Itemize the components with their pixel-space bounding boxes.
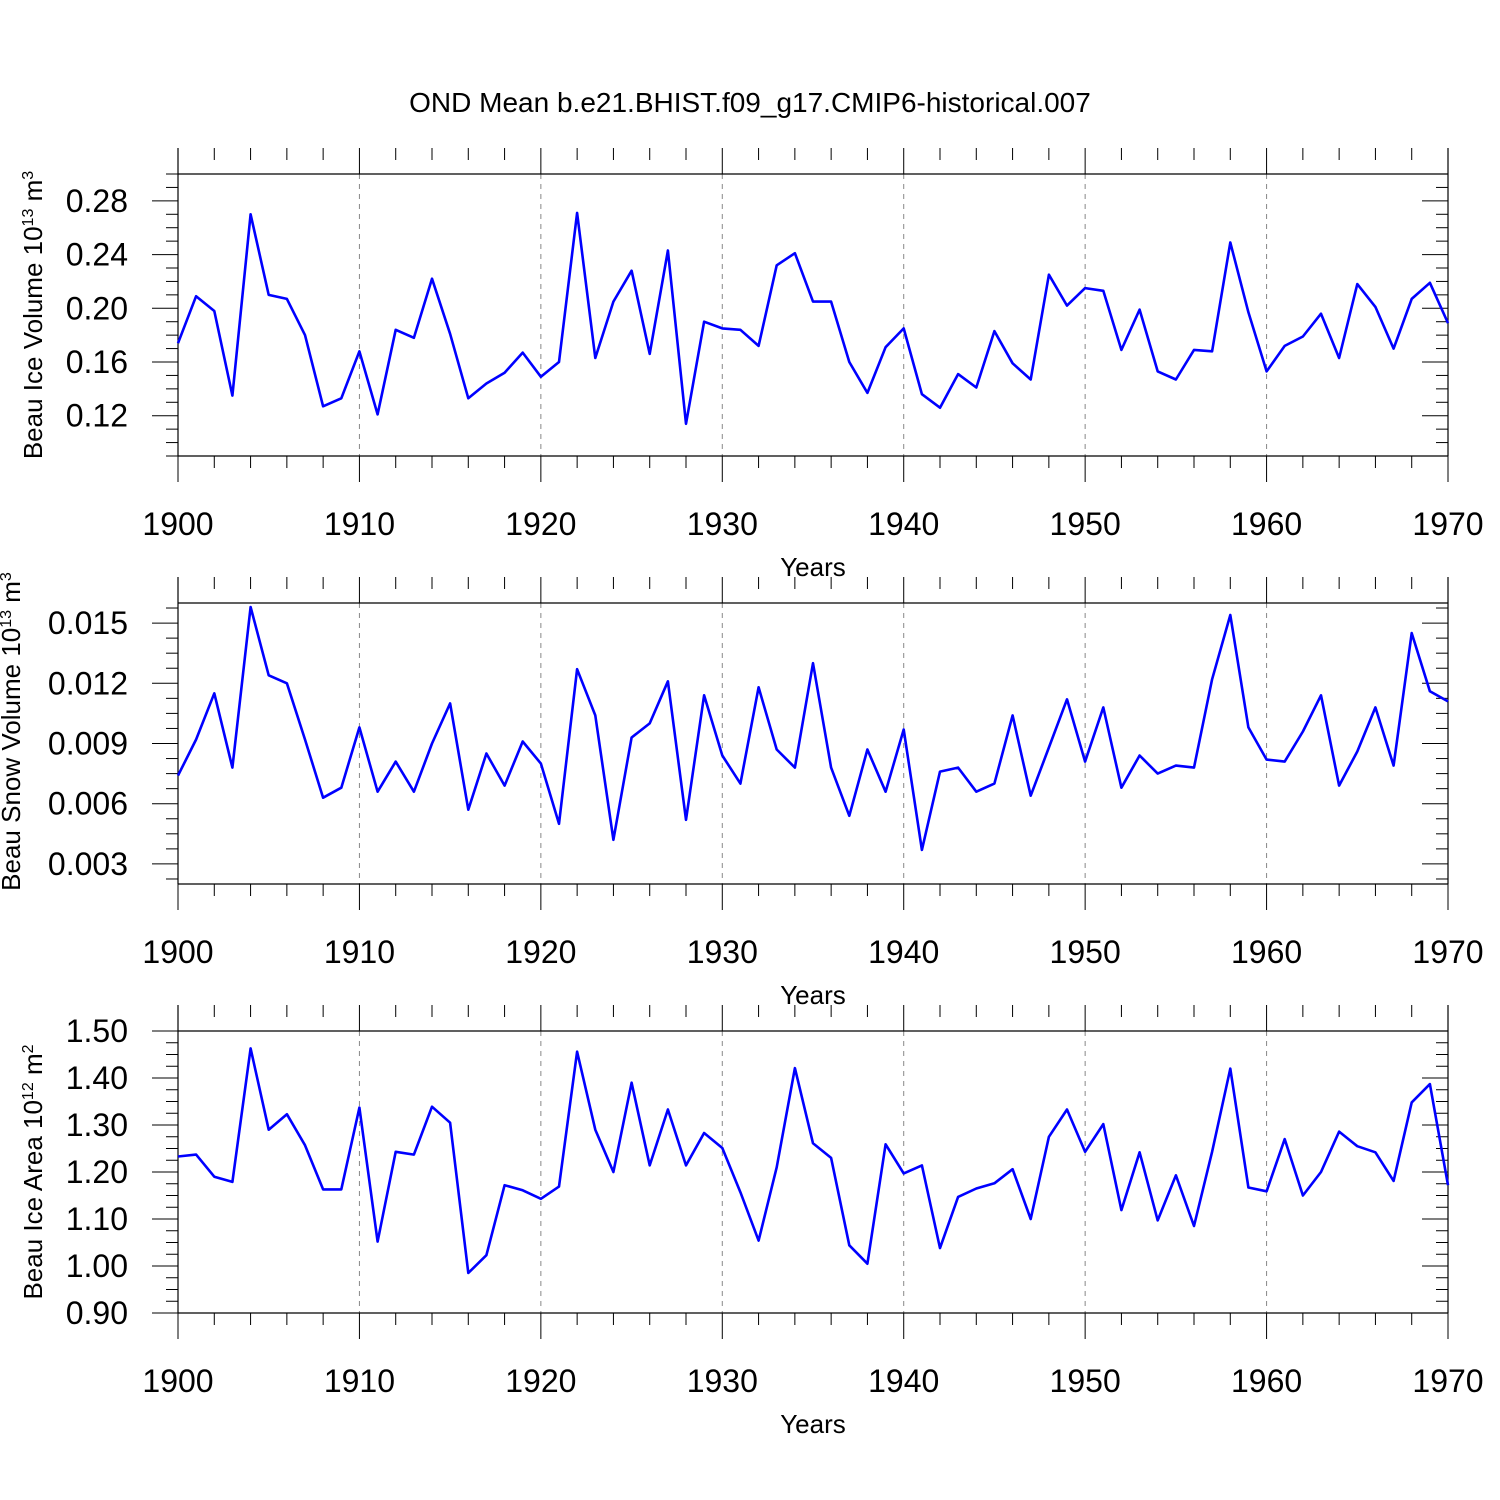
x-tick-label: 1920	[505, 934, 576, 970]
y-tick-label: 0.28	[66, 183, 128, 219]
x-tick-label: 1940	[868, 934, 939, 970]
x-tick-label: 1970	[1412, 934, 1483, 970]
y-axis-label-superscript: 13	[20, 209, 37, 227]
y-tick-label: 0.90	[66, 1295, 128, 1331]
y-axis-label-part: m	[18, 1053, 48, 1082]
y-tick-label: 0.012	[48, 665, 128, 701]
y-tick-label: 1.20	[66, 1154, 128, 1190]
x-tick-label: 1920	[505, 506, 576, 542]
series-line	[176, 211, 1450, 426]
y-axis-label-part: m	[18, 180, 48, 209]
x-tick-label: 1910	[324, 1363, 395, 1399]
x-tick-label: 1930	[687, 506, 758, 542]
x-tick-label: 1940	[868, 506, 939, 542]
x-tick-label: 1910	[324, 506, 395, 542]
y-axis-label-superscript: 13	[0, 610, 15, 628]
y-tick-label: 0.003	[48, 846, 128, 882]
y-tick-label: 0.015	[48, 605, 128, 641]
y-axis-label: Beau Snow Volume 1013 m3	[0, 572, 26, 891]
x-tick-label: 1950	[1050, 934, 1121, 970]
y-axis-label-part: Beau Ice Area 10	[18, 1100, 48, 1299]
panel-ice-area: 1900 1910 1920 1930 1940 1950 1960 1970 Years 0.9…	[18, 1005, 1484, 1439]
x-tick-label: 1930	[687, 1363, 758, 1399]
y-tick-label: 0.20	[66, 290, 128, 326]
x-tick-label: 1930	[687, 934, 758, 970]
y-tick-label: 1.00	[66, 1248, 128, 1284]
x-axis-label: Years	[780, 1409, 846, 1439]
y-tick-label: 0.009	[48, 726, 128, 762]
x-tick-label: 1920	[505, 1363, 576, 1399]
y-axis-label-superscript: 2	[20, 1044, 37, 1053]
panel-ice-volume: 1900 1910 1920 1930 1940 1950 1960 1970 Years 0.1…	[18, 148, 1484, 582]
y-tick-label: 0.006	[48, 786, 128, 822]
x-tick-label: 1960	[1231, 934, 1302, 970]
y-axis-label: Beau Ice Area 1012 m2	[18, 1044, 48, 1299]
series-line	[176, 605, 1449, 852]
y-tick-label: 1.50	[66, 1013, 128, 1049]
x-tick-label: 1960	[1231, 506, 1302, 542]
x-axis-label: Years	[780, 980, 846, 1010]
y-tick-label: 1.30	[66, 1107, 128, 1143]
y-tick-label: 1.10	[66, 1201, 128, 1237]
panel-snow-volume: 1900 1910 1920 1930 1940 1950 1960 1970 Years 0.0…	[0, 572, 1484, 1010]
y-axis-label-superscript: 12	[20, 1082, 37, 1100]
y-axis-label-superscript: 3	[20, 171, 37, 180]
y-axis-label-part: Beau Snow Volume 10	[0, 628, 26, 891]
y-axis-label-part: Beau Ice Volume 10	[18, 226, 48, 459]
x-tick-label: 1960	[1231, 1363, 1302, 1399]
figure-title: OND Mean b.e21.BHIST.f09_g17.CMIP6-histo…	[409, 87, 1091, 118]
y-axis-label-part: m	[0, 581, 26, 610]
x-tick-label: 1970	[1412, 1363, 1483, 1399]
x-axis-label: Years	[780, 552, 846, 582]
y-tick-label: 0.16	[66, 344, 128, 380]
x-tick-label: 1940	[868, 1363, 939, 1399]
x-tick-label: 1900	[142, 506, 213, 542]
y-axis-label-superscript: 3	[0, 572, 15, 581]
y-axis-label: Beau Ice Volume 1013 m3	[18, 171, 48, 459]
series-line	[177, 1047, 1450, 1275]
x-tick-label: 1950	[1050, 506, 1121, 542]
x-tick-label: 1900	[142, 934, 213, 970]
y-tick-label: 0.12	[66, 398, 128, 434]
x-tick-label: 1910	[324, 934, 395, 970]
x-tick-label: 1970	[1412, 506, 1483, 542]
y-tick-label: 1.40	[66, 1060, 128, 1096]
x-tick-label: 1900	[142, 1363, 213, 1399]
y-tick-label: 0.24	[66, 237, 128, 273]
x-tick-label: 1950	[1050, 1363, 1121, 1399]
